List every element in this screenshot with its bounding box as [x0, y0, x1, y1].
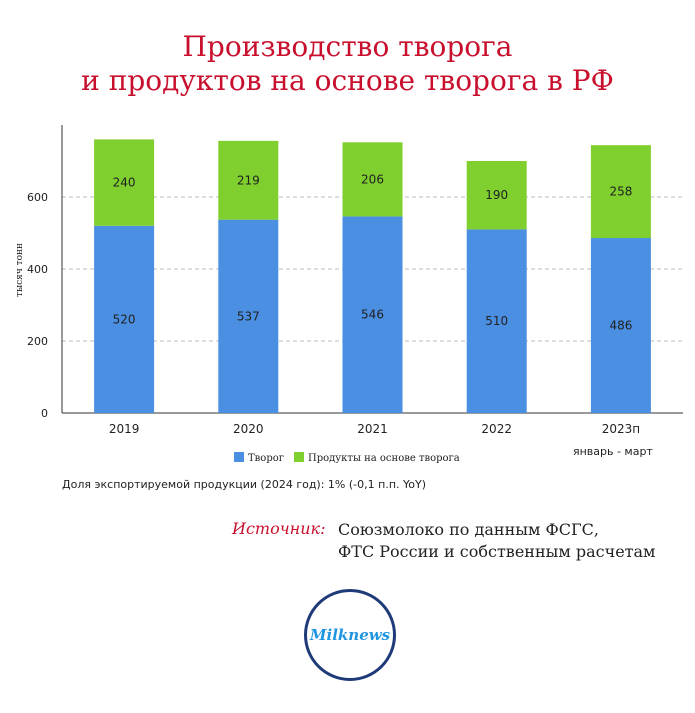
- data-label-2019-products: 240: [113, 176, 136, 190]
- data-label-2021-tvorog: 546: [361, 308, 384, 322]
- chart-title: Производство творога и продуктов на осно…: [0, 30, 695, 98]
- legend-label-products: Продукты на основе творога: [308, 453, 460, 464]
- stacked-bar-chart: 0 200 400 600 тысяч тонн 520 240 2019 537 219 2020…: [15, 125, 683, 464]
- data-label-2020-tvorog: 537: [237, 309, 260, 323]
- export-share-note: Доля экспортируемой продукции (2024 год)…: [62, 478, 426, 491]
- y-tick-label-400: 400: [27, 263, 48, 276]
- x-tick-label-2022: 2022: [481, 422, 512, 436]
- data-label-2023п-products: 258: [609, 185, 632, 199]
- bar-2022-products: [466, 161, 527, 230]
- bar-2019-products: [94, 139, 155, 226]
- logo-text: Milknews: [309, 626, 391, 644]
- title-line-2: и продуктов на основе творога в РФ: [81, 64, 614, 97]
- x-tick-label-2020: 2020: [233, 422, 264, 436]
- source-line-2: ФТС России и собственным расчетам: [338, 542, 656, 561]
- data-label-2021-products: 206: [361, 172, 384, 186]
- data-label-2022-tvorog: 510: [485, 314, 508, 328]
- bar-2020-products: [218, 140, 279, 220]
- period-annotation: январь - март: [573, 445, 653, 458]
- milknews-logo[interactable]: Milknews: [304, 589, 396, 681]
- data-label-2023п-tvorog: 486: [609, 319, 632, 333]
- bar-2021-tvorog: [342, 216, 403, 413]
- x-tick-label-2023п: 2023п: [602, 422, 640, 436]
- y-tick-label-200: 200: [27, 335, 48, 348]
- y-tick-label-600: 600: [27, 191, 48, 204]
- data-label-2019-tvorog: 520: [113, 312, 136, 326]
- y-tick-label-0: 0: [41, 407, 48, 420]
- bar-2020-tvorog: [218, 219, 279, 413]
- bar-2022-tvorog: [466, 229, 527, 413]
- data-label-2020-products: 219: [237, 173, 260, 187]
- legend-swatch-tvorog: [234, 452, 244, 462]
- bar-2023п-tvorog: [590, 238, 651, 413]
- x-tick-label-2021: 2021: [357, 422, 388, 436]
- source-line-1: Союзмолоко по данным ФСГС,: [338, 520, 599, 539]
- bar-2019-tvorog: [94, 225, 155, 413]
- y-axis-label: тысяч тонн: [15, 243, 25, 297]
- bar-2021-products: [342, 142, 403, 217]
- legend-label-tvorog: Творог: [248, 453, 284, 464]
- title-line-1: Производство творога: [182, 30, 513, 63]
- data-label-2022-products: 190: [485, 188, 508, 202]
- source-text: Союзмолоко по данным ФСГС, ФТС России и …: [338, 519, 656, 563]
- source-label: Источник:: [232, 519, 326, 538]
- bar-2023п-products: [590, 145, 651, 239]
- legend-swatch-products: [294, 452, 304, 462]
- x-tick-label-2019: 2019: [109, 422, 140, 436]
